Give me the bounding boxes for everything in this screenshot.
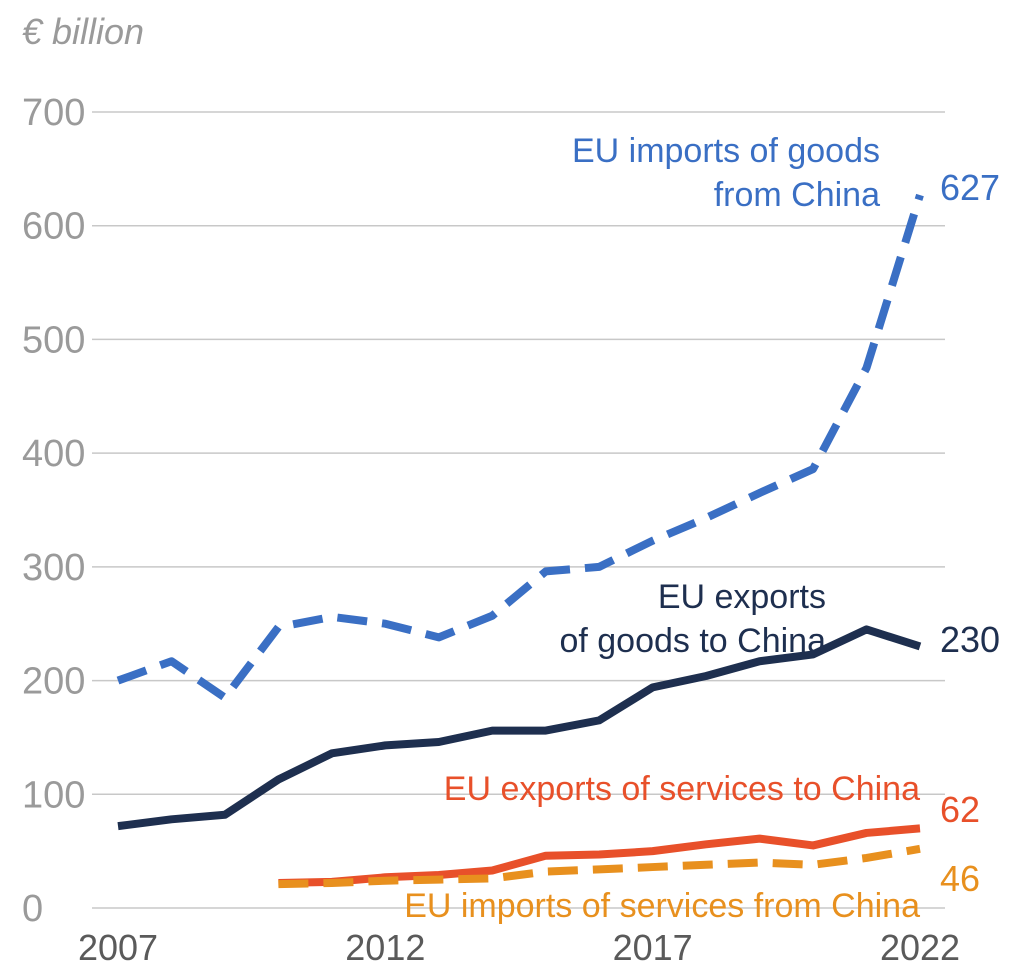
series-label-exports-goods: of goods to China xyxy=(559,622,826,660)
y-tick-label: 200 xyxy=(22,661,85,703)
x-tick-label: 2022 xyxy=(880,927,960,965)
series-line-imports-goods xyxy=(116,193,924,702)
x-tick-label: 2012 xyxy=(345,927,425,965)
series-line-exports-services xyxy=(278,824,921,887)
unit-label: € billion xyxy=(22,11,144,52)
y-tick-label: 300 xyxy=(22,547,85,589)
x-tick-label: 2017 xyxy=(613,927,693,965)
series-label-imports-services: EU imports of services from China xyxy=(404,887,920,925)
series-line-imports-services xyxy=(278,844,921,889)
series-label-imports-goods: from China xyxy=(714,176,880,214)
end-value-imports-goods: 627 xyxy=(940,167,1000,208)
end-value-exports-goods: 230 xyxy=(940,619,1000,660)
series-lines xyxy=(116,193,924,889)
y-axis-ticks: 0 100 200 300 400 500 600 700 xyxy=(22,92,85,930)
x-tick-label: 2007 xyxy=(78,927,158,965)
y-tick-label: 400 xyxy=(22,433,85,475)
series-label-exports-services: EU exports of services to China xyxy=(444,770,920,808)
end-value-exports-services: 62 xyxy=(940,789,980,830)
end-value-imports-services: 46 xyxy=(940,858,980,899)
series-label-exports-goods: EU exports xyxy=(658,578,826,616)
y-tick-label: 0 xyxy=(22,888,43,930)
series-line-exports-goods xyxy=(117,625,922,831)
y-tick-label: 700 xyxy=(22,92,85,134)
series-label-imports-goods: EU imports of goods xyxy=(572,132,880,170)
y-tick-label: 100 xyxy=(22,774,85,816)
y-tick-label: 600 xyxy=(22,206,85,248)
x-axis-ticks: 2007 2012 2017 2022 xyxy=(78,927,960,965)
series-labels: EU imports of goods from China 627 EU expor… xyxy=(404,132,1000,925)
y-tick-label: 500 xyxy=(22,319,85,361)
